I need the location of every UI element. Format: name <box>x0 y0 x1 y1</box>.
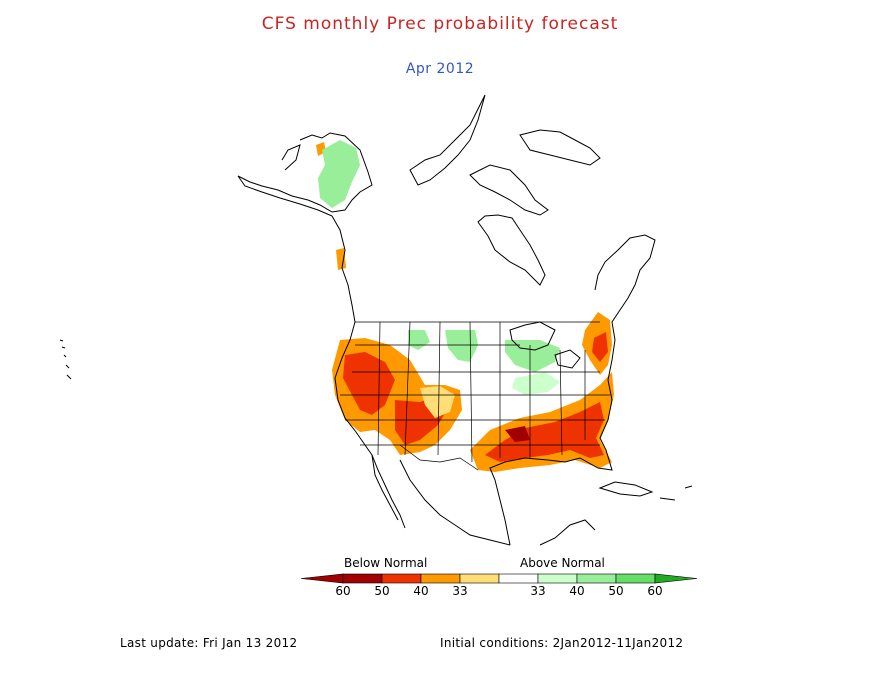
legend: Below Normal Above Normal 60 50 40 33 33 40 50… <box>300 556 698 598</box>
above-40-greatlakes <box>505 340 560 372</box>
legend-above-label: Above Normal <box>520 556 605 570</box>
below-60-southeast <box>505 426 530 442</box>
legend-tail-below <box>300 573 344 584</box>
legend-tick-label: 40 <box>413 584 428 598</box>
legend-tick-label: 40 <box>569 584 584 598</box>
great-lakes <box>509 321 581 369</box>
below-50-west <box>343 352 395 415</box>
caribbean-islands <box>659 485 693 501</box>
alaska-north <box>281 144 301 171</box>
probability-shading <box>316 140 614 472</box>
legend-tail-above <box>654 573 698 584</box>
cuba <box>598 481 654 497</box>
baja-coast <box>371 454 399 521</box>
legend-bin <box>537 573 578 584</box>
legend-tick-label: 60 <box>335 584 350 598</box>
legend-tick-label: 60 <box>647 584 662 598</box>
greenland-coast <box>519 129 601 166</box>
alaska-coast <box>237 132 373 217</box>
legend-below-label: Below Normal <box>344 556 427 570</box>
below-50-southeast <box>485 402 604 462</box>
legend-tick-labels: 60 50 40 33 33 40 50 60 <box>335 584 662 598</box>
last-update-text: Last update: Fri Jan 13 2012 <box>120 636 298 650</box>
legend-tick-label: 50 <box>608 584 623 598</box>
gulf-coast <box>489 437 613 546</box>
atlantic-coast <box>594 234 656 439</box>
legend-bin <box>342 573 383 584</box>
pacific-coast <box>331 215 406 529</box>
legend-bins <box>300 573 698 584</box>
above-40-dakotas <box>445 330 478 362</box>
below-33-southwest <box>420 386 455 418</box>
legend-tick-label: 50 <box>374 584 389 598</box>
map-subtitle: Apr 2012 <box>405 61 475 77</box>
below-50-eastcoast <box>592 332 608 362</box>
above-40-alaska <box>318 140 360 208</box>
above-40-northern-plains <box>408 330 430 350</box>
legend-bin <box>615 573 656 584</box>
map-title: CFS monthly Prec probability forecast <box>261 14 619 34</box>
central-america <box>539 519 596 546</box>
legend-bin <box>420 573 461 584</box>
legend-bin <box>498 573 539 584</box>
arctic-islands <box>409 94 486 186</box>
legend-bin <box>381 573 422 584</box>
baffin-island <box>469 164 549 216</box>
hudson-bay <box>477 214 546 286</box>
mexico-pacific <box>399 459 511 546</box>
below-40-bc <box>336 248 346 270</box>
above-40-midwest <box>512 372 560 395</box>
coastlines <box>59 94 693 546</box>
legend-tick-label: 33 <box>452 584 467 598</box>
hawaii-islands <box>59 339 72 380</box>
legend-bin <box>459 573 500 584</box>
political-boundaries <box>340 321 610 471</box>
initial-conditions-text: Initial conditions: 2Jan2012-11Jan2012 <box>440 636 684 650</box>
legend-bin <box>576 573 617 584</box>
legend-tick-label: 33 <box>530 584 545 598</box>
